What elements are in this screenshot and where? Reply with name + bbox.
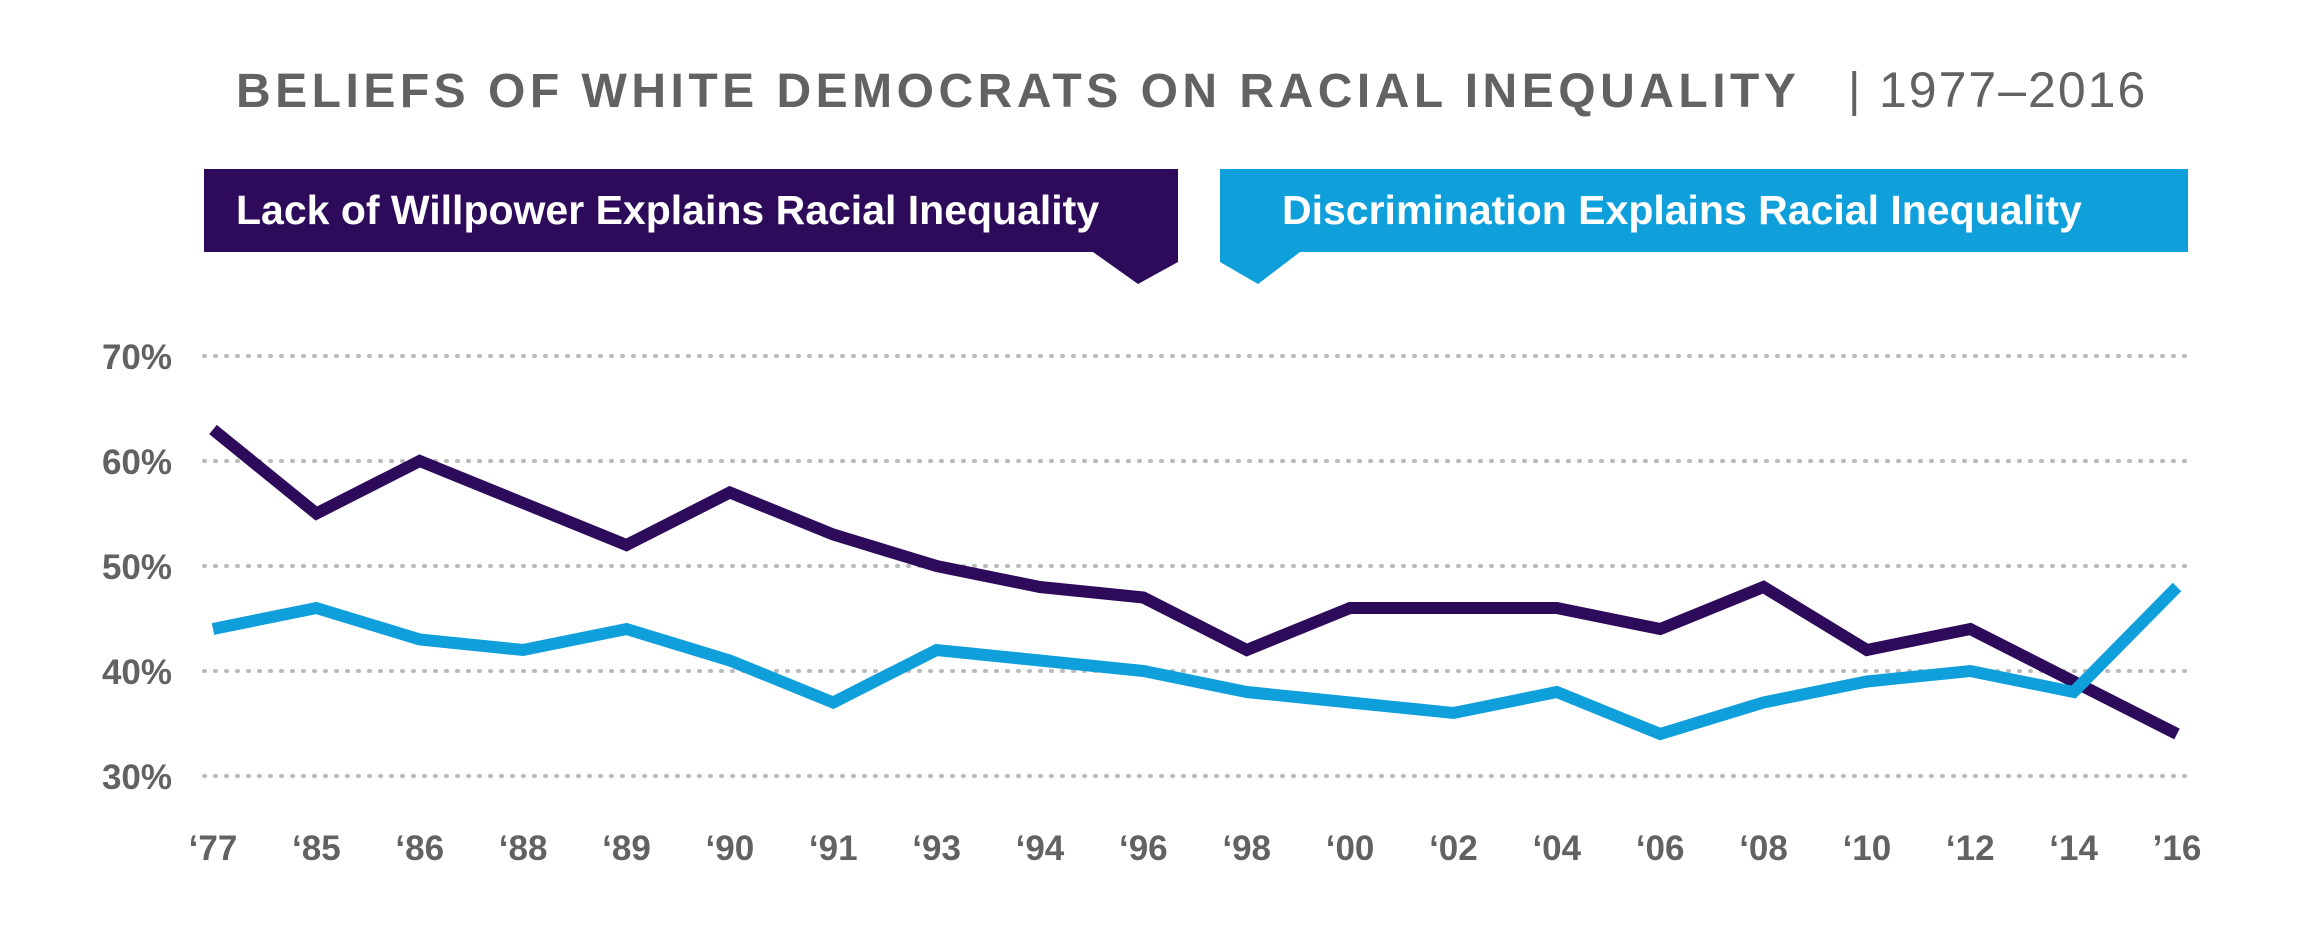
x-tick-label: ‘14 (2049, 829, 2098, 868)
series-line-willpower (209, 424, 2180, 740)
y-tick-label: 40% (102, 653, 172, 692)
x-tick-label: ‘91 (809, 829, 858, 868)
x-tick-label: ‘90 (706, 829, 755, 868)
x-tick-label: ‘88 (499, 829, 548, 868)
x-tick-label: ‘89 (602, 829, 651, 868)
legend-label-discrimination: Discrimination Explains Racial Inequalit… (1282, 187, 2082, 233)
chart-subtitle: 1977–2016 (1879, 62, 2147, 118)
y-tick-label: 50% (102, 548, 172, 587)
y-tick-label: 60% (102, 443, 172, 482)
legend: Lack of Willpower Explains Racial Inequa… (204, 169, 2188, 284)
x-tick-label: ‘08 (1739, 829, 1788, 868)
x-tick-label: ‘94 (1016, 829, 1065, 868)
gridlines (202, 354, 2190, 778)
x-tick-label: ‘85 (292, 829, 341, 868)
y-tick-label: 30% (102, 758, 172, 797)
x-tick-label: ‘96 (1119, 829, 1168, 868)
legend-item-willpower: Lack of Willpower Explains Racial Inequa… (204, 169, 1178, 284)
x-tick-label: ‘86 (395, 829, 444, 868)
title-separator: | (1848, 64, 1860, 117)
x-tick-label: ‘04 (1532, 829, 1581, 868)
x-tick-label: ‘00 (1326, 829, 1375, 868)
y-tick-label: 70% (102, 338, 172, 377)
legend-item-discrimination: Discrimination Explains Racial Inequalit… (1220, 169, 2188, 284)
series-line-discrimination (211, 582, 2182, 741)
x-tick-label: ‘10 (1843, 829, 1892, 868)
legend-banner-willpower (204, 169, 1178, 284)
x-tick-label: ‘02 (1429, 829, 1478, 868)
x-tick-label: ‘12 (1946, 829, 1995, 868)
y-axis-ticks: 30% 40% 50% 60% 70% (102, 338, 172, 797)
series (209, 424, 2182, 741)
x-tick-label: ’16 (2153, 829, 2202, 868)
x-axis-ticks: ‘77 ‘85 ‘86 ‘88 ‘89 ‘90 ‘91 ‘93 ‘94 ‘96 ‘98 ‘00 ‘02 ‘… (189, 829, 2202, 868)
legend-label-willpower: Lack of Willpower Explains Racial Inequa… (236, 187, 1099, 233)
x-tick-label: ‘93 (912, 829, 961, 868)
x-tick-label: ‘06 (1636, 829, 1685, 868)
chart-title: BELIEFS OF WHITE DEMOCRATS ON RACIAL INE… (236, 65, 1800, 118)
x-tick-label: ‘98 (1222, 829, 1271, 868)
legend-banner-discrimination (1220, 169, 2188, 284)
x-tick-label: ‘77 (189, 829, 238, 868)
